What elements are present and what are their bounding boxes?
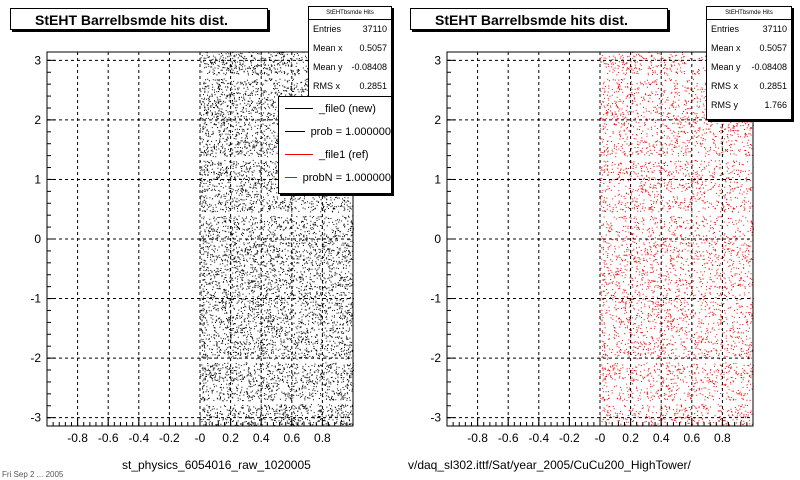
legend-entry-new: _file0 (new)	[279, 97, 391, 120]
left-x-tick-label: 0.6	[283, 431, 300, 445]
legend-entry-ref: _file1 (ref)	[279, 143, 391, 166]
right-x-tick-label: -0.2	[559, 431, 580, 445]
right-x-tick-label: -0.8	[467, 431, 488, 445]
legend-line-new	[285, 108, 313, 109]
legend: _file0 (new) prob = 1.000000 _file1 (ref…	[278, 96, 392, 194]
left-x-axis-title: st_physics_6054016_raw_1020005	[122, 458, 311, 472]
left-stats-row: Mean y -0.08408	[313, 62, 387, 72]
left-y-tick-label: 1	[34, 172, 41, 186]
right-stats-row: Mean y -0.08408	[711, 62, 787, 72]
right-stats-box: StEHTbsmde Hits Entries 37110 Mean x 0.505…	[706, 6, 792, 120]
right-stats-name: StEHTbsmde Hits	[707, 7, 791, 20]
left-y-tick-label: -2	[30, 351, 41, 365]
left-x-tick-label: 0.2	[222, 431, 239, 445]
left-x-tick-label: -0.4	[128, 431, 149, 445]
left-plot-title: StEHT Barrelbsmde hits dist.	[10, 8, 268, 30]
right-x-tick-label: 0.2	[622, 431, 639, 445]
left-stats-box: StEHTbsmde Hits Entries 37110 Mean x 0.505…	[308, 6, 392, 104]
left-x-tick-label: -0.8	[67, 431, 88, 445]
right-x-tick-label: -0.4	[528, 431, 549, 445]
left-y-tick-label: 3	[34, 53, 41, 67]
right-y-tick-label: -3	[430, 411, 441, 425]
left-x-tick-label: -0.2	[159, 431, 180, 445]
right-stats-row: RMS y 1.766	[711, 100, 787, 110]
left-stats-row: Mean x 0.5057	[313, 43, 387, 53]
right-x-tick-label: 0.8	[714, 431, 731, 445]
right-y-tick-label: -1	[430, 292, 441, 306]
left-y-tick-label: 2	[34, 113, 41, 127]
left-x-tick-label: 0.4	[253, 431, 270, 445]
right-stats-row: Entries 37110	[711, 24, 787, 34]
left-x-tick-label: 0.8	[314, 431, 331, 445]
right-x-tick-label: 0.4	[653, 431, 670, 445]
left-stats-name: StEHTbsmde Hits	[309, 7, 391, 20]
right-stats-row: Mean x 0.5057	[711, 43, 787, 53]
right-y-tick-label: 3	[434, 53, 441, 67]
legend-line-ref	[285, 154, 313, 155]
left-x-tick-label: -0.6	[98, 431, 119, 445]
legend-line-probn	[285, 177, 297, 178]
right-stats-row: RMS x 0.2851	[711, 81, 787, 91]
right-y-tick-label: 1	[434, 172, 441, 186]
left-y-tick-label: -1	[30, 292, 41, 306]
legend-entry-prob: prob = 1.000000	[279, 120, 391, 143]
legend-line-prob	[285, 131, 305, 132]
right-x-tick-label: 0.6	[683, 431, 700, 445]
right-x-axis-title: v/daq_sl302.ittf/Sat/year_2005/CuCu200_H…	[408, 458, 691, 472]
left-y-tick-label: -3	[30, 411, 41, 425]
right-y-tick-label: -2	[430, 351, 441, 365]
left-stats-row: Entries 37110	[313, 24, 387, 34]
right-x-tick-label: -0	[595, 431, 606, 445]
left-x-tick-label: -0	[195, 431, 206, 445]
legend-entry-probn: probN = 1.000000	[279, 166, 391, 189]
right-y-tick-label: 0	[434, 232, 441, 246]
left-y-tick-label: 0	[34, 232, 41, 246]
right-y-tick-label: 2	[434, 113, 441, 127]
left-stats-row: RMS x 0.2851	[313, 81, 387, 91]
right-plot-title: StEHT Barrelbsmde hits dist.	[410, 8, 668, 30]
timestamp: Fri Sep 2 ... 2005	[2, 470, 64, 479]
right-x-tick-label: -0.6	[498, 431, 519, 445]
